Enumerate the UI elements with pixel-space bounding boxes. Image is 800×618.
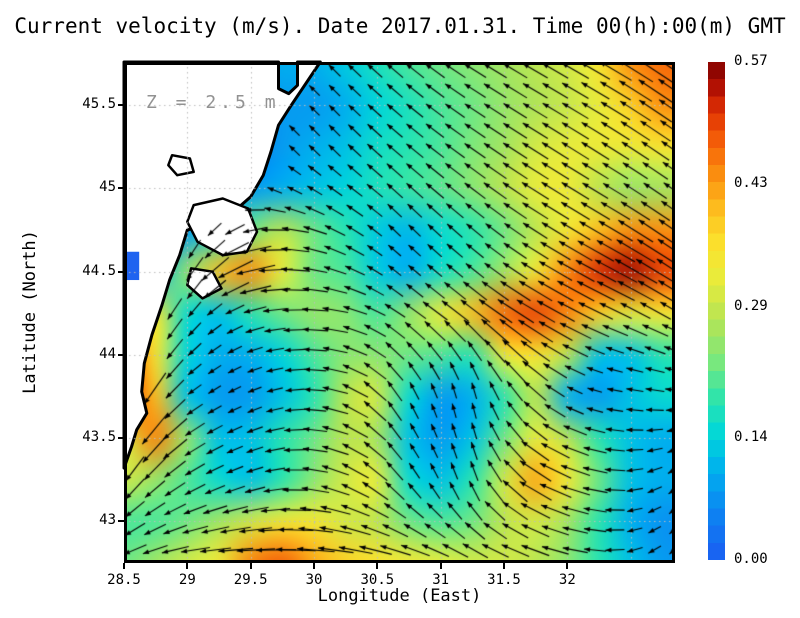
y-axis-label: Latitude (North) — [20, 230, 40, 394]
x-tick-mark — [186, 563, 189, 569]
colorbar-tick-label: 0.57 — [734, 53, 768, 69]
x-tick-label: 32 — [558, 572, 576, 588]
x-tick-mark — [376, 563, 379, 569]
y-tick-label: 45.5 — [82, 96, 116, 113]
chart-title: Current velocity (m/s). Date 2017.01.31.… — [14, 14, 786, 38]
x-tick-label: 29.5 — [233, 572, 268, 588]
x-tick-label: 31 — [432, 572, 450, 588]
y-tick-label: 43.5 — [82, 429, 116, 446]
y-tick-mark — [118, 437, 124, 440]
colorbar — [708, 62, 725, 560]
y-tick-mark — [118, 187, 124, 190]
depth-annotation: Z = 2.5 m — [146, 92, 280, 113]
x-tick-label: 30 — [305, 572, 323, 588]
x-tick-mark — [439, 563, 442, 569]
x-tick-label: 28.5 — [107, 572, 141, 588]
y-tick-label: 43 — [99, 512, 116, 529]
y-tick-label: 44.5 — [82, 262, 116, 279]
velocity-vector-arrows — [124, 62, 675, 563]
x-tick-mark — [566, 563, 569, 569]
y-tick-mark — [118, 353, 124, 356]
y-tick-mark — [118, 520, 124, 523]
x-tick-mark — [123, 563, 125, 569]
y-tick-mark — [118, 104, 124, 107]
plot-area: Z = 2.5 m 28.5 29 29.5 30 30.5 31 31.5 32 43 43.… — [82, 60, 675, 588]
x-axis-label: Longitude (East) — [317, 586, 482, 606]
y-tick-mark — [118, 270, 124, 273]
colorbar-tick-label: 0.00 — [734, 551, 768, 567]
y-tick-label: 44 — [99, 345, 116, 362]
colorbar-tick-label: 0.29 — [734, 297, 768, 314]
x-tick-mark — [249, 563, 252, 569]
x-tick-label: 31.5 — [487, 572, 521, 588]
x-tick-mark — [503, 563, 505, 569]
x-tick-mark — [313, 563, 315, 569]
x-tick-label: 30.5 — [360, 572, 395, 588]
colorbar-tick-label: 0.43 — [734, 175, 768, 192]
y-tick-label: 45 — [99, 179, 116, 196]
x-tick-label: 29 — [178, 572, 196, 588]
colorbar-tick-label: 0.14 — [734, 428, 768, 445]
